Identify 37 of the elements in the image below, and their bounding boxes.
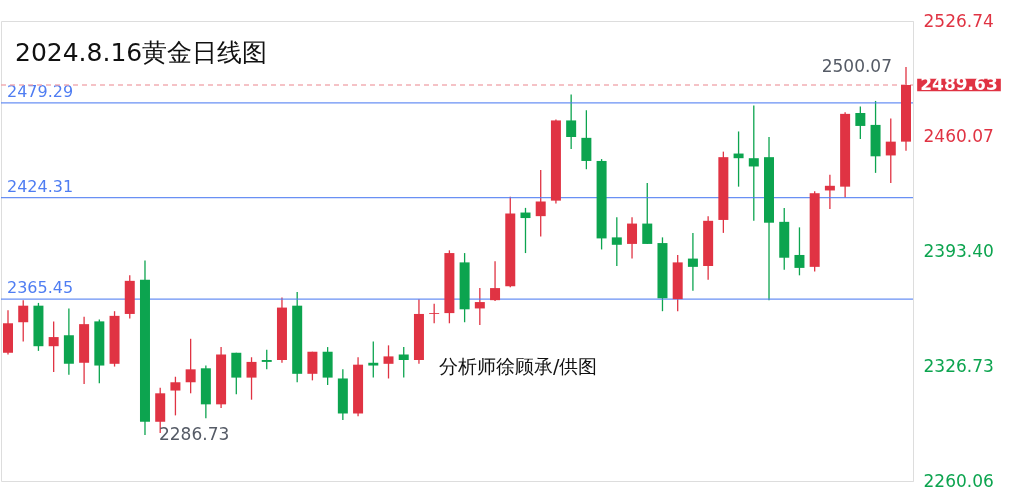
candlestick xyxy=(490,260,501,302)
candlestick xyxy=(368,340,379,379)
candlestick xyxy=(885,117,896,184)
candlestick xyxy=(307,351,318,382)
candlestick xyxy=(261,349,272,370)
candlestick xyxy=(535,169,546,238)
candlestick xyxy=(383,344,394,380)
annotation: 分析师徐顾承/供图 xyxy=(439,355,598,377)
candlestick xyxy=(855,105,866,140)
y-tick-label: 2260.06 xyxy=(923,470,994,489)
annotation: 2500.07 xyxy=(821,56,892,76)
candlestick xyxy=(18,299,29,343)
y-tick-label: 2393.40 xyxy=(923,240,994,261)
candlestick xyxy=(611,216,622,267)
candlestick xyxy=(398,346,409,379)
candlestick xyxy=(170,376,181,417)
y-tick-label: 2526.74 xyxy=(923,10,994,31)
y-tick-label: 2326.73 xyxy=(923,355,994,376)
candlestick xyxy=(581,109,592,170)
candlestick xyxy=(520,207,531,254)
ref-line-label: 2424.31 xyxy=(7,176,74,196)
candlestick xyxy=(429,303,440,324)
candlestick xyxy=(794,226,805,276)
text: 2024.8.16黄金日线图 xyxy=(15,38,268,67)
candlestick xyxy=(687,232,698,292)
candlestick xyxy=(566,93,577,150)
candlestick xyxy=(246,356,257,401)
candlestick xyxy=(474,287,485,326)
candlestick xyxy=(185,338,196,394)
candlestick xyxy=(48,320,59,373)
ref-line-label: 2479.29 xyxy=(7,81,74,101)
ref-line-label: 2365.45 xyxy=(7,278,74,298)
y-tick-label: 2460.07 xyxy=(923,125,994,146)
candlestick xyxy=(748,104,759,222)
candlestick xyxy=(627,216,638,260)
annotation: 2286.73 xyxy=(158,424,230,444)
candlestick xyxy=(642,182,653,245)
